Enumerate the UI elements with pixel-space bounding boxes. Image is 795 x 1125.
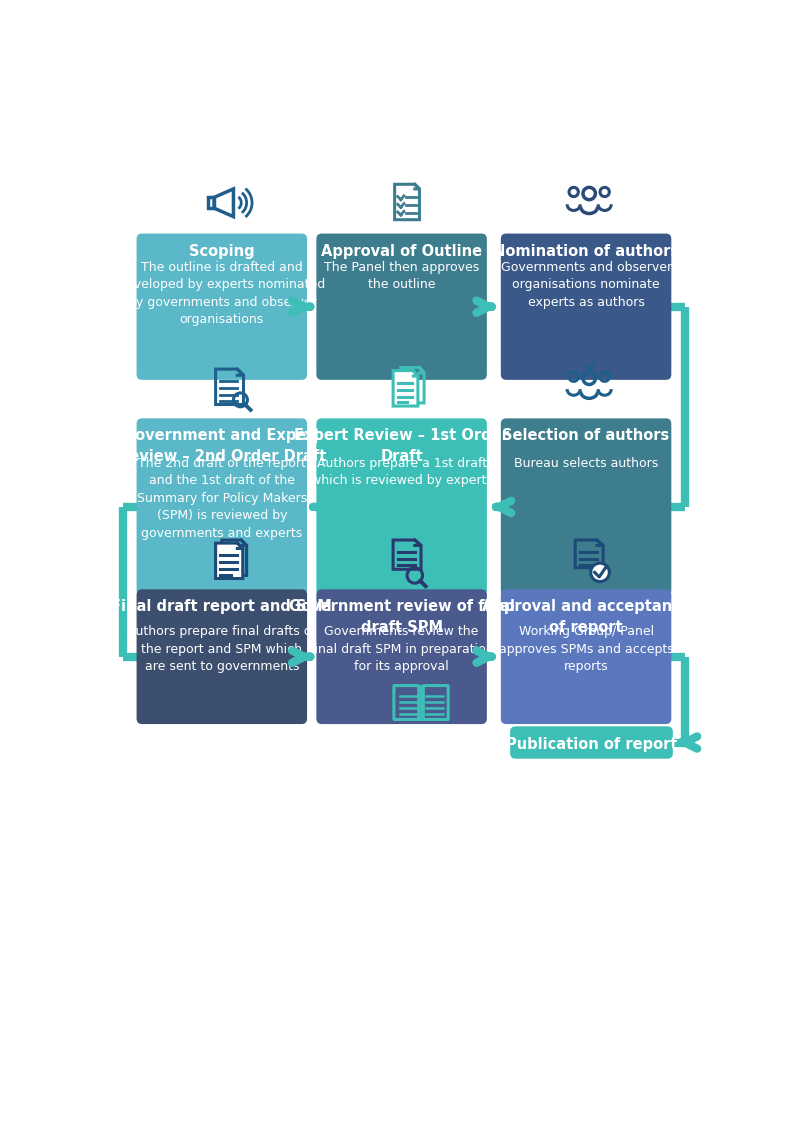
Text: Bureau selects authors: Bureau selects authors — [514, 457, 658, 470]
Text: Nomination of authors: Nomination of authors — [493, 244, 679, 259]
Polygon shape — [215, 543, 242, 578]
Text: Governments and observer
organisations nominate
experts as authors: Governments and observer organisations n… — [501, 261, 672, 308]
FancyBboxPatch shape — [510, 727, 673, 758]
Text: Publication of report: Publication of report — [506, 737, 677, 753]
Text: The 2nd draft of the report
and the 1st draft of the
Summary for Policy Makers
(: The 2nd draft of the report and the 1st … — [137, 457, 307, 540]
Text: Government review of final
draft SPM: Government review of final draft SPM — [289, 600, 514, 634]
Text: Governments review the
final draft SPM in preparation
for its approval: Governments review the final draft SPM i… — [310, 626, 494, 674]
Text: Expert Review – 1st Order
Draft: Expert Review – 1st Order Draft — [294, 429, 509, 464]
Circle shape — [591, 564, 609, 582]
Text: Approval of Outline: Approval of Outline — [321, 244, 483, 259]
Text: Selection of authors: Selection of authors — [502, 429, 669, 443]
FancyBboxPatch shape — [501, 418, 671, 595]
Text: Final draft report and SPM: Final draft report and SPM — [111, 600, 332, 614]
Text: The outline is drafted and
developed by experts nominated
by governments and obs: The outline is drafted and developed by … — [118, 261, 325, 326]
Text: Approval and acceptance
of report: Approval and acceptance of report — [482, 600, 691, 634]
Text: The Panel then approves
the outline: The Panel then approves the outline — [324, 261, 479, 291]
FancyBboxPatch shape — [316, 418, 487, 595]
Text: Working Group/ Panel
approves SPMs and accepts
reports: Working Group/ Panel approves SPMs and a… — [498, 626, 673, 674]
Text: Authors prepare a 1st draft
which is reviewed by experts: Authors prepare a 1st draft which is rev… — [311, 457, 493, 487]
Text: Scoping: Scoping — [189, 244, 254, 259]
FancyBboxPatch shape — [501, 590, 671, 724]
FancyBboxPatch shape — [316, 590, 487, 724]
FancyBboxPatch shape — [137, 418, 307, 595]
Polygon shape — [393, 370, 418, 406]
Text: Authors prepare final drafts of
the report and SPM which
are sent to governments: Authors prepare final drafts of the repo… — [127, 626, 316, 674]
FancyBboxPatch shape — [137, 590, 307, 724]
FancyBboxPatch shape — [316, 234, 487, 380]
FancyBboxPatch shape — [501, 234, 671, 380]
FancyBboxPatch shape — [137, 234, 307, 380]
Text: Government and Expert
Review – 2nd Order Draft: Government and Expert Review – 2nd Order… — [118, 429, 326, 464]
